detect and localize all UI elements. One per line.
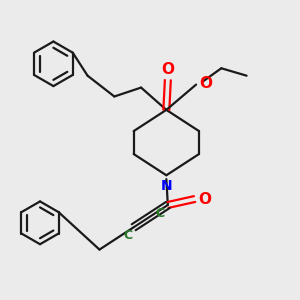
Text: O: O bbox=[198, 191, 212, 206]
Text: C: C bbox=[155, 207, 164, 220]
Text: O: O bbox=[200, 76, 213, 91]
Text: C: C bbox=[123, 229, 132, 242]
Text: O: O bbox=[161, 61, 174, 76]
Text: N: N bbox=[160, 179, 172, 193]
